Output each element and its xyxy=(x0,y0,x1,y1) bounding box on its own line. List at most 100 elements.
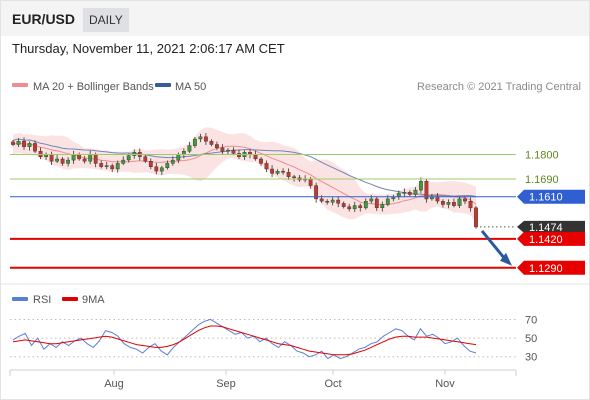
candle-body xyxy=(198,136,203,140)
candle-body xyxy=(275,170,280,174)
candle-body xyxy=(22,140,26,147)
last-price-label: 1.1474 xyxy=(529,222,563,234)
support-tag xyxy=(517,231,585,246)
rsi-plot: 70 50 30 xyxy=(10,314,537,364)
candle-body xyxy=(33,143,37,152)
candle-body xyxy=(143,156,148,162)
candle xyxy=(187,141,192,153)
candle xyxy=(82,156,87,164)
candle-body xyxy=(16,140,21,145)
candle-body xyxy=(38,150,43,157)
candle xyxy=(452,198,456,208)
candle-body xyxy=(27,143,32,147)
candle xyxy=(424,179,429,203)
candle-body xyxy=(374,198,379,208)
candle xyxy=(203,132,208,145)
candle-body xyxy=(159,167,164,172)
candle-body xyxy=(220,147,225,152)
candle-body xyxy=(407,192,412,195)
legend-label-ma50: MA 50 xyxy=(175,81,206,93)
forecast-arrowhead xyxy=(500,252,512,266)
legend-swatch-ma50 xyxy=(155,83,171,87)
forecast-arrow-shaft xyxy=(480,229,506,259)
x-tick-label: Oct xyxy=(324,378,341,390)
candle-body xyxy=(49,154,54,162)
candle xyxy=(363,198,368,210)
candle xyxy=(22,137,26,150)
candle-body xyxy=(181,150,186,155)
candle xyxy=(259,156,263,166)
candle xyxy=(352,201,357,213)
x-tick-label: Sep xyxy=(216,378,236,390)
candle xyxy=(463,196,467,205)
resistance-label: 1.1800 xyxy=(525,150,559,162)
candle-body xyxy=(352,205,357,210)
rsi-tick-label: 30 xyxy=(525,352,537,364)
candle xyxy=(441,199,445,208)
timestamp: Thursday, November 11, 2021 2:06:17 AM C… xyxy=(12,41,285,56)
legend-swatch-ma20 xyxy=(12,83,28,87)
candle-body xyxy=(187,145,192,152)
price-plot xyxy=(11,127,478,229)
candle xyxy=(468,197,473,212)
candle xyxy=(126,153,131,163)
x-tick-label: Aug xyxy=(104,378,124,390)
pivot-label: 1.1610 xyxy=(529,192,563,204)
candle-body xyxy=(468,200,473,209)
candle xyxy=(231,147,236,156)
support-tag xyxy=(517,260,585,275)
candle-body xyxy=(319,198,324,202)
timeframe-badge[interactable]: DAILY xyxy=(83,8,129,32)
candle xyxy=(413,187,418,197)
candle-body xyxy=(148,160,153,167)
candle xyxy=(358,203,363,212)
candle xyxy=(214,141,219,151)
candle xyxy=(99,160,104,169)
candle-body xyxy=(402,192,407,194)
candle-body xyxy=(99,163,104,167)
candle-body xyxy=(396,193,401,197)
candle-body xyxy=(82,158,87,162)
candle xyxy=(380,201,385,212)
candle xyxy=(419,177,423,194)
candle xyxy=(275,169,280,176)
candle-body xyxy=(88,154,93,162)
candle-body xyxy=(281,170,285,173)
candle-body xyxy=(214,144,219,148)
candle xyxy=(281,168,285,175)
legend-swatch-9ma xyxy=(62,297,78,301)
legend-label-rsi: RSI xyxy=(33,294,51,306)
candle-body xyxy=(413,189,418,195)
candle-body xyxy=(121,159,126,164)
last-price-tag xyxy=(517,220,585,233)
pivot-tag xyxy=(517,189,585,204)
candle xyxy=(270,165,274,178)
candle xyxy=(110,163,115,173)
candle-body xyxy=(253,154,258,160)
candle xyxy=(226,148,230,155)
candle xyxy=(407,190,412,197)
candle-body xyxy=(203,136,208,142)
candle-body xyxy=(154,166,159,172)
candle-body xyxy=(308,178,313,186)
candle-body xyxy=(55,158,60,162)
candle xyxy=(55,155,60,163)
legend-label-ma20: MA 20 + Bollinger Bands xyxy=(33,81,154,93)
support-label: 1.1420 xyxy=(529,234,563,246)
rsi-9ma-line xyxy=(12,325,477,356)
candle-body xyxy=(380,204,385,208)
resistance-label: 1.1690 xyxy=(525,174,559,186)
candle xyxy=(33,140,37,153)
candle-body xyxy=(192,138,197,146)
candle-body xyxy=(347,206,352,210)
rsi-tick-label: 50 xyxy=(525,333,537,345)
candle-body xyxy=(77,154,82,160)
candle-body xyxy=(446,202,451,205)
candle-body xyxy=(93,154,98,164)
candle-body xyxy=(457,198,462,206)
candle-body xyxy=(270,168,274,174)
candle-body xyxy=(237,153,241,157)
candle xyxy=(11,139,15,147)
candle-body xyxy=(259,158,263,164)
candle-body xyxy=(341,203,346,207)
